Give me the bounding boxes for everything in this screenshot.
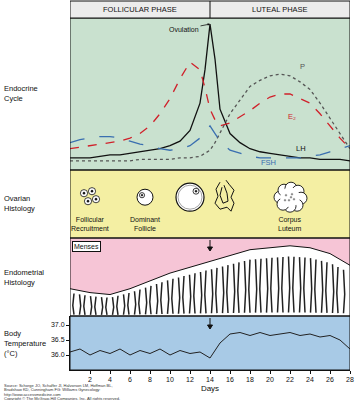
svg-text:EndometrialHistology: EndometrialHistology [4,268,44,287]
svg-text:http://www.accessmedicine.com: http://www.accessmedicine.com [4,392,61,397]
svg-text:BodyTemperature(°C): BodyTemperature(°C) [4,329,46,358]
svg-text:14: 14 [206,376,214,383]
svg-text:P: P [300,62,305,71]
svg-text:2: 2 [88,376,92,383]
svg-text:12: 12 [186,376,194,383]
svg-text:EndocrineCycle: EndocrineCycle [4,84,38,103]
svg-text:22: 22 [286,376,294,383]
svg-text:4: 4 [108,376,112,383]
svg-text:FSH: FSH [261,158,276,167]
svg-text:26: 26 [326,376,334,383]
svg-text:CorpusLuteum: CorpusLuteum [278,216,302,232]
svg-text:FOLLICULAR PHASE: FOLLICULAR PHASE [103,5,177,14]
svg-text:DominantFollicle: DominantFollicle [130,216,160,232]
svg-text:36.0: 36.0 [51,351,65,358]
svg-text:LUTEAL PHASE: LUTEAL PHASE [252,5,308,14]
svg-text:Days: Days [201,384,219,393]
svg-text:16: 16 [226,376,234,383]
svg-text:FollicularRecruitment: FollicularRecruitment [71,216,109,232]
svg-text:Copyright © The McGraw-Hill Co: Copyright © The McGraw-Hill Companies, I… [4,396,120,400]
svg-text:10: 10 [166,376,174,383]
svg-text:8: 8 [148,376,152,383]
svg-text:E₂: E₂ [288,112,296,121]
svg-text:LH: LH [296,144,306,153]
svg-text:37.0: 37.0 [51,321,65,328]
svg-text:OvarianHistology: OvarianHistology [4,194,35,213]
svg-text:Bradshaw KD, Cunningham FG: Wi: Bradshaw KD, Cunningham FG: Williams Gyn… [4,387,100,392]
svg-text:36.5: 36.5 [51,336,65,343]
svg-text:24: 24 [306,376,314,383]
svg-text:20: 20 [266,376,274,383]
svg-text:Source: Schorge JO, Schaffer J: Source: Schorge JO, Schaffer JI, Halvors… [4,383,113,388]
svg-text:28: 28 [346,376,354,383]
svg-text:Ovulation: Ovulation [169,26,199,33]
svg-text:Menses: Menses [74,243,99,250]
svg-text:6: 6 [128,376,132,383]
svg-text:18: 18 [246,376,254,383]
